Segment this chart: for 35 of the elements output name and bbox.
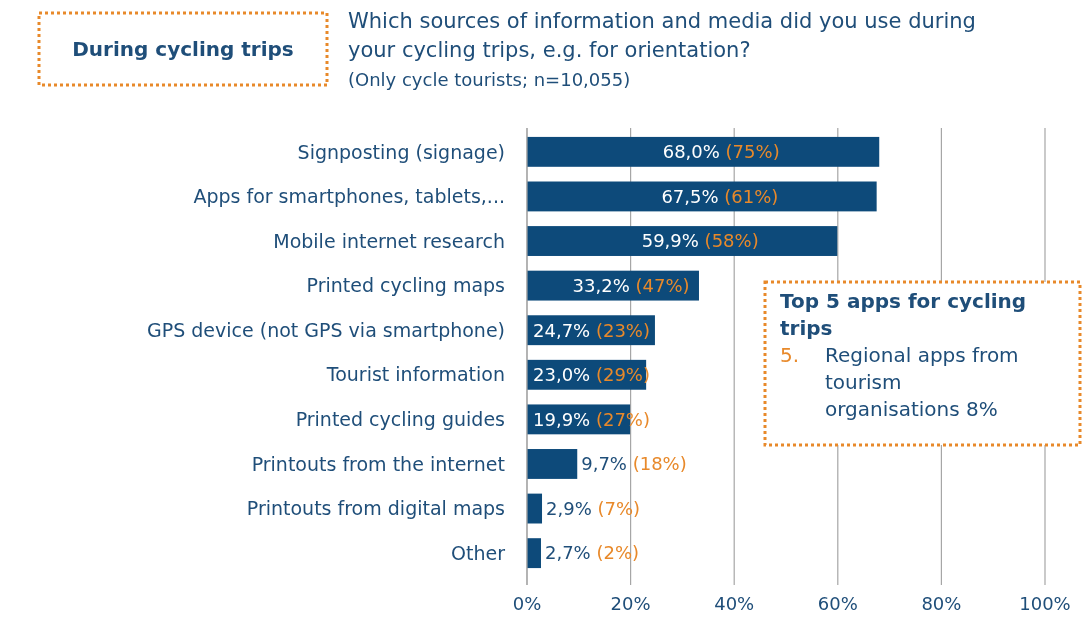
data-label: 68,0% (75%) — [662, 141, 780, 163]
data-label: 33,2% (47%) — [572, 274, 690, 296]
bar — [527, 493, 543, 524]
x-tick-label: 20% — [610, 593, 651, 614]
y-tick-label: Other — [451, 541, 506, 564]
y-tick-label: Tourist information — [325, 363, 505, 386]
x-tick-label: 100% — [1019, 593, 1071, 614]
y-tick-label: Printouts from digital maps — [246, 497, 505, 520]
annotation: Top 5 apps for cycling trips — [780, 289, 1027, 340]
heading-box: During cycling trips — [37, 11, 329, 87]
data-label: 59,9% (58%) — [641, 230, 759, 252]
bar — [527, 136, 880, 167]
chart-title: Which sources of information and media did you use during your cycling trips, e.g. for orientation? — [348, 9, 976, 62]
data-label: 9,7% (18%) — [581, 453, 687, 475]
data-label: 67,5% (61%) — [661, 185, 779, 207]
x-tick-label: 60% — [817, 593, 858, 614]
y-tick-label: Printed cycling maps — [306, 274, 505, 297]
chart-subtitle: (Only cycle tourists; n=10,055) — [348, 69, 631, 90]
data-label: 2,7% (2%) — [544, 542, 640, 564]
y-tick-label: Mobile internet research — [273, 229, 505, 252]
y-tick-label: Apps for smartphones, tablets,... — [193, 185, 505, 208]
info-box: Top 5 apps for cycling trips 5. Regional apps from tourism organisations 8% — [763, 280, 1082, 447]
bar — [527, 226, 838, 256]
y-tick-label: Printed cycling guides — [295, 408, 505, 431]
x-tick-label: 40% — [714, 593, 755, 614]
y-tick-label: GPS device (not GPS via smartphone) — [147, 318, 505, 341]
data-label: 2,9% (7%) — [546, 497, 641, 519]
y-tick-label: Signposting (signage) — [297, 140, 505, 163]
data-label: 24,7% (23%) — [533, 319, 650, 341]
bar — [527, 538, 541, 569]
y-tick-label: Printouts from the internet — [251, 452, 505, 475]
x-tick-label: 80% — [921, 593, 962, 614]
bar — [527, 449, 578, 479]
bar — [527, 181, 877, 212]
x-tick-label: 0% — [512, 593, 542, 614]
